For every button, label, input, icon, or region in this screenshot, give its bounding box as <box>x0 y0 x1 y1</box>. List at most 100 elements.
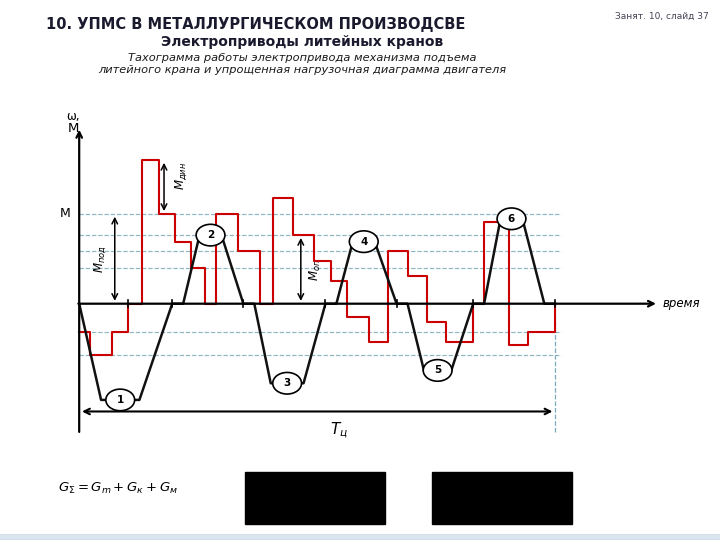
Bar <box>0 536 720 539</box>
Bar <box>0 537 720 539</box>
Bar <box>0 536 720 538</box>
Bar <box>0 537 720 540</box>
Text: $M_{под}$: $M_{под}$ <box>91 245 107 273</box>
Bar <box>0 536 720 539</box>
Bar <box>0 536 720 538</box>
Bar <box>0 535 720 538</box>
Bar <box>0 537 720 539</box>
Bar <box>0 537 720 540</box>
Bar <box>0 535 720 537</box>
Bar <box>0 535 720 537</box>
Bar <box>0 535 720 538</box>
Bar <box>0 536 720 539</box>
Bar <box>0 535 720 538</box>
Bar <box>0 535 720 538</box>
Bar <box>0 536 720 538</box>
Bar <box>0 536 720 539</box>
Bar <box>0 535 720 537</box>
Bar <box>0 536 720 539</box>
Bar <box>0 536 720 538</box>
Bar <box>0 537 720 539</box>
Bar <box>0 537 720 539</box>
Text: Занят. 10, слайд 37: Занят. 10, слайд 37 <box>616 12 709 21</box>
Bar <box>0 536 720 538</box>
Bar <box>0 537 720 539</box>
Bar <box>0 536 720 539</box>
Bar <box>0 536 720 538</box>
Bar <box>0 535 720 538</box>
Bar <box>0 536 720 539</box>
Bar <box>0 536 720 539</box>
Text: 10. УПМС В МЕТАЛЛУРГИЧЕСКОМ ПРОИЗВОДСВЕ: 10. УПМС В МЕТАЛЛУРГИЧЕСКОМ ПРОИЗВОДСВЕ <box>46 17 465 32</box>
Bar <box>0 536 720 538</box>
Bar <box>0 536 720 539</box>
Bar <box>0 535 720 538</box>
Bar <box>0 535 720 538</box>
Bar <box>0 537 720 540</box>
Bar <box>0 537 720 540</box>
Bar <box>0 536 720 539</box>
Bar <box>0 537 720 539</box>
Bar <box>0 535 720 537</box>
Bar <box>0 537 720 539</box>
Text: 6: 6 <box>508 214 515 224</box>
Bar <box>0 535 720 538</box>
Bar <box>0 537 720 540</box>
Bar <box>0 536 720 538</box>
Bar <box>0 536 720 538</box>
Bar <box>0 536 720 538</box>
Bar <box>0 536 720 538</box>
Bar <box>0 536 720 538</box>
Bar <box>0 535 720 538</box>
Bar <box>0 537 720 539</box>
Bar <box>0 535 720 538</box>
Bar <box>0 535 720 538</box>
Bar <box>0 535 720 537</box>
Bar <box>245 472 385 524</box>
Bar <box>0 536 720 539</box>
Bar <box>0 535 720 538</box>
Bar <box>0 536 720 538</box>
Bar <box>0 536 720 539</box>
Bar <box>0 536 720 538</box>
Bar <box>0 536 720 539</box>
Bar <box>0 537 720 539</box>
Bar <box>0 537 720 540</box>
Bar <box>0 536 720 539</box>
Bar <box>0 537 720 539</box>
Bar <box>0 537 720 539</box>
Bar <box>0 537 720 539</box>
Bar <box>0 536 720 538</box>
Circle shape <box>423 360 452 381</box>
Bar <box>0 537 720 539</box>
Bar <box>0 536 720 538</box>
Bar <box>0 535 720 537</box>
Bar <box>0 536 720 538</box>
Bar <box>0 535 720 538</box>
Text: Электроприводы литейных кранов: Электроприводы литейных кранов <box>161 35 444 49</box>
Bar <box>0 535 720 537</box>
Circle shape <box>106 389 135 411</box>
Bar <box>0 536 720 539</box>
Text: время: время <box>662 297 700 310</box>
Bar <box>0 536 720 539</box>
Circle shape <box>497 208 526 230</box>
Bar <box>0 536 720 538</box>
Bar <box>0 537 720 539</box>
Bar <box>0 537 720 540</box>
Bar <box>0 537 720 539</box>
Bar <box>0 536 720 539</box>
Bar <box>0 536 720 538</box>
Bar <box>0 535 720 538</box>
Bar <box>0 536 720 539</box>
Bar <box>0 537 720 540</box>
Bar <box>0 537 720 540</box>
Bar <box>0 536 720 539</box>
Bar <box>0 535 720 538</box>
Text: $T_{ц}$: $T_{ц}$ <box>330 421 348 442</box>
Bar <box>0 535 720 537</box>
Circle shape <box>196 224 225 246</box>
Bar <box>0 535 720 538</box>
Text: 5: 5 <box>434 366 441 375</box>
Bar <box>0 536 720 539</box>
